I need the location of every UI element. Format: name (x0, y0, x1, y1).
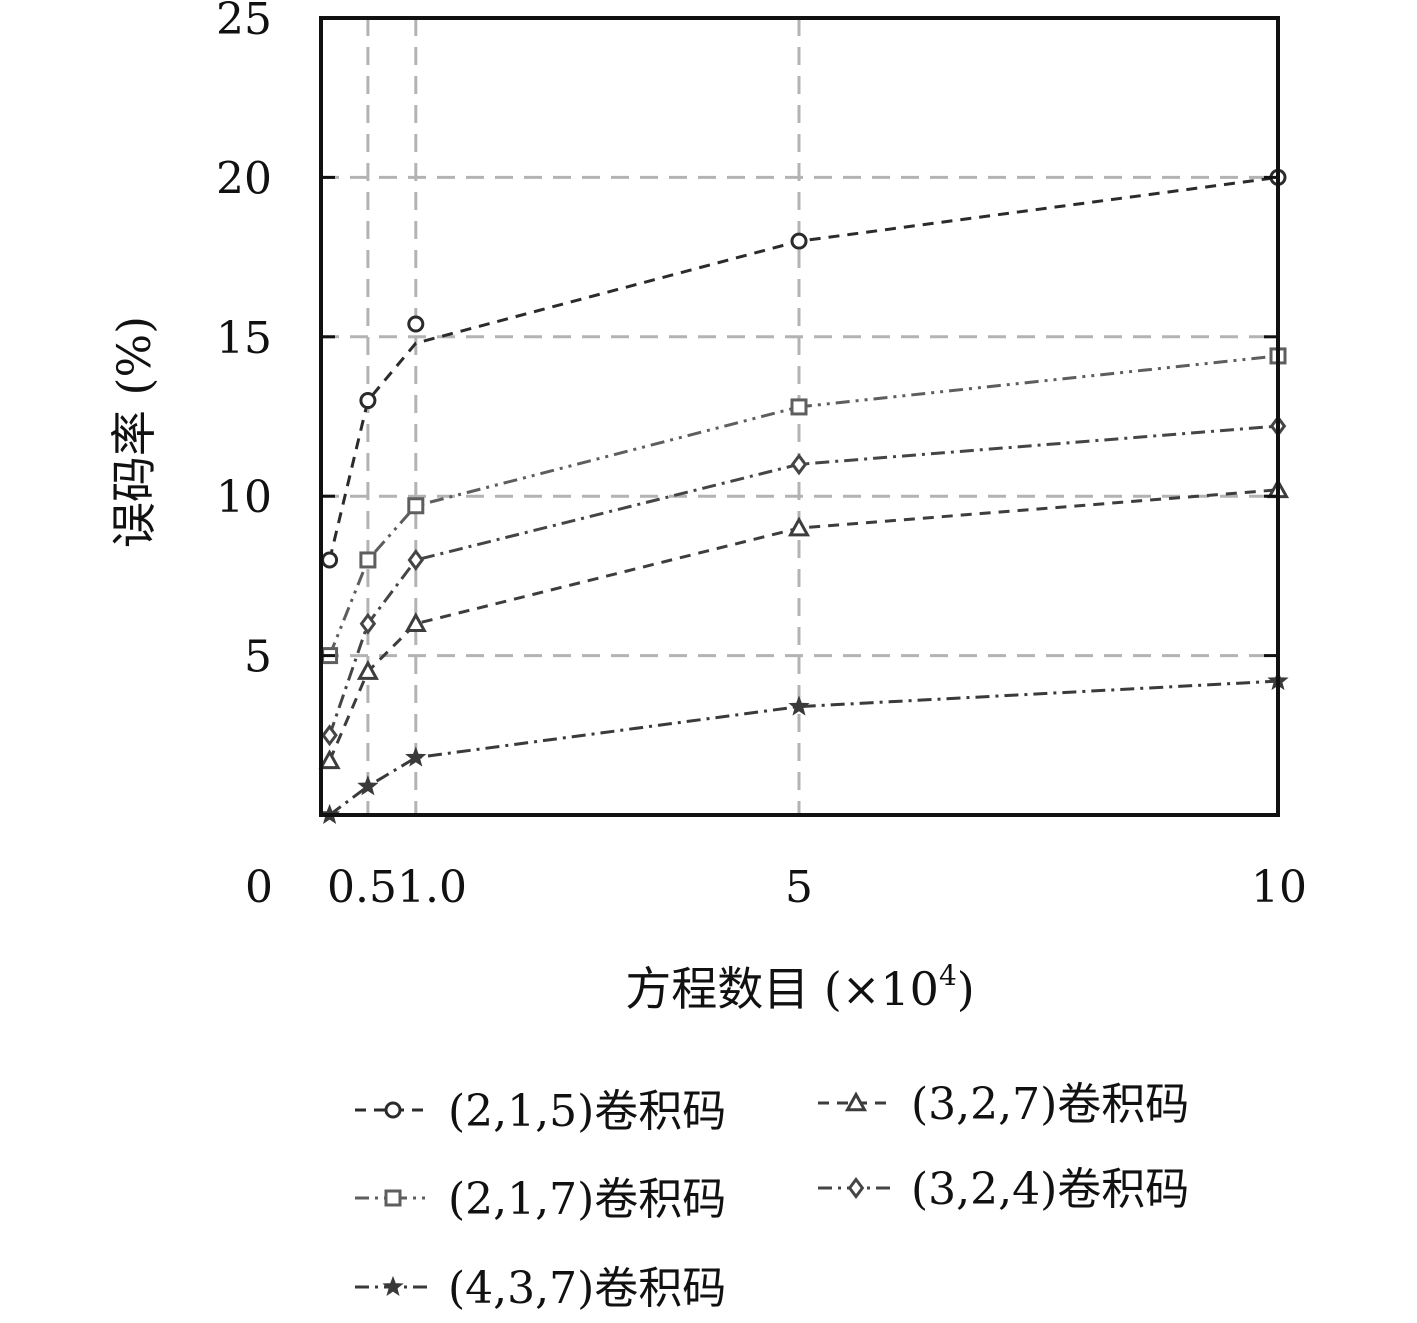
data-point-square (384, 1189, 402, 1207)
data-point-triangle (844, 1091, 868, 1112)
data-point-circle (384, 1101, 402, 1119)
data-point-diamond (321, 724, 338, 747)
data-point-triangle (787, 516, 811, 537)
data-point-star (382, 1275, 404, 1297)
data-point-triangle (356, 659, 379, 680)
data-point-diamond (407, 548, 425, 571)
y-tick-label: 5 (244, 632, 272, 683)
series-line (328, 175, 1279, 561)
legend-label: (4,3,7)卷积码 (448, 1263, 726, 1314)
data-point-square (407, 497, 425, 515)
data-point-triangle (404, 612, 427, 633)
data-point-diamond (359, 612, 377, 635)
data-point-star (357, 775, 379, 796)
data-point-diamond (790, 453, 808, 476)
x-tick-label: 0 (245, 862, 273, 913)
data-point-circle (790, 232, 808, 250)
y-tick-label: 10 (216, 472, 272, 523)
data-point-star (788, 695, 810, 716)
legend: (2,1,5)卷积码 (3,2,7)卷积码 (2,1,7)卷积码 (3,2,4)卷积码… (355, 1079, 1189, 1314)
y-tick-label: 25 (216, 0, 272, 45)
data-point-diamond (847, 1177, 865, 1199)
data-point-circle (359, 392, 377, 410)
x-tick-label: 0.51.0 (327, 862, 467, 913)
grid-lines (321, 18, 1278, 815)
legend-label: (2,1,5)卷积码 (448, 1086, 726, 1137)
y-axis-ticks: 5 10 15 20 25 (216, 0, 1278, 683)
legend-label: (3,2,4)卷积码 (911, 1164, 1189, 1215)
series-lines (328, 175, 1279, 817)
y-tick-label: 15 (216, 313, 272, 364)
data-point-star (405, 746, 427, 767)
series-line (328, 679, 1279, 817)
x-axis-ticks: 0 0.51.0 5 10 (245, 862, 1307, 913)
data-point-square (359, 551, 377, 569)
legend-label: (3,2,7)卷积码 (911, 1079, 1189, 1130)
y-axis-label: 误码率 (%) (107, 316, 161, 548)
series-line (328, 424, 1279, 736)
data-point-square (790, 398, 808, 416)
data-point-triangle (318, 749, 341, 770)
series-line (328, 354, 1279, 657)
data-point-circle (321, 551, 339, 569)
x-axis-label: 方程数目 (×104) (625, 959, 974, 1016)
x-tick-label: 5 (785, 862, 813, 913)
series-line (328, 488, 1279, 762)
data-point-circle (407, 315, 425, 333)
legend-label: (2,1,7)卷积码 (448, 1174, 726, 1225)
plot-frame (319, 16, 1280, 817)
x-tick-label: 10 (1251, 862, 1307, 913)
x-axis-label-exponent: 4 (939, 959, 957, 992)
y-tick-label: 20 (216, 153, 272, 204)
